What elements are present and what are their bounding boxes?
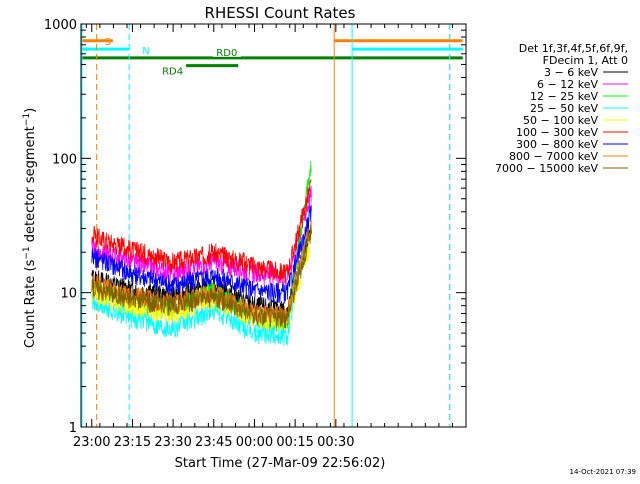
legend-header-line-1: Det 1f,3f,4f,5f,6f,9f,	[519, 42, 628, 55]
axes: 1 10 100 1000 23:00 23:15 23:30 23:45 00:00 00:15…	[44, 18, 467, 450]
legend-label: 100 − 300 keV	[516, 126, 598, 139]
flag-label-bg	[212, 46, 241, 57]
series-line	[91, 205, 312, 304]
y-axis-label-main: Count Rate (s	[23, 259, 38, 348]
y-tick-label: 100	[52, 152, 77, 167]
y-axis-label: Count Rate (s−1 detector segment−1)	[22, 108, 38, 348]
x-tick-label: 23:00	[73, 435, 110, 450]
legend-label: 3 − 6 keV	[544, 66, 598, 79]
legend-label: 7000 − 15000 keV	[495, 162, 598, 175]
legend-label: 12 − 25 keV	[530, 90, 598, 103]
flag-label: S	[105, 37, 111, 48]
flag-label: RD4	[162, 67, 183, 78]
chart-title: RHESSI Count Rates	[205, 4, 356, 22]
plot-frame	[80, 23, 467, 428]
data-series	[91, 160, 312, 347]
series-line	[91, 179, 312, 284]
series-line	[91, 224, 312, 329]
y-tick-label: 1	[69, 421, 77, 436]
y-axis-label-sup-2: −1	[22, 113, 32, 126]
y-tick-label: 10	[60, 287, 77, 302]
x-tick-label: 00:15	[276, 435, 313, 450]
legend-header-line-2: FDecim 1, Att 0	[543, 54, 628, 67]
flag-label: RD0	[216, 48, 237, 59]
x-tick-label: 23:30	[154, 435, 191, 450]
flag-label: N	[142, 46, 149, 57]
x-axis-label: Start Time (27-Mar-09 22:56:02)	[175, 456, 386, 471]
x-tick-label: 23:45	[195, 435, 232, 450]
y-axis-label-end: )	[23, 108, 38, 113]
y-tick-label: 1000	[44, 18, 77, 33]
legend-label: 300 − 800 keV	[516, 138, 598, 151]
legend-label: 6 − 12 keV	[537, 78, 598, 91]
x-tick-label: 00:00	[236, 435, 273, 450]
y-axis-label-mid: detector segment	[23, 126, 38, 246]
y-axis-label-sup-1: −1	[22, 246, 32, 259]
x-tick-label: 23:15	[114, 435, 151, 450]
vertical-markers	[81, 24, 451, 427]
flag-bars: S N RD0 RD4	[81, 37, 463, 78]
legend: Det 1f,3f,4f,5f,6f,9f, FDecim 1, Att 0 3…	[495, 42, 628, 175]
footer-timestamp: 14-Oct-2021 07:39	[570, 468, 636, 476]
series-line	[91, 185, 312, 288]
legend-label: 50 − 100 keV	[523, 114, 598, 127]
x-tick-label: 00:30	[317, 435, 354, 450]
legend-label: 25 − 50 keV	[530, 102, 598, 115]
legend-label: 800 − 7000 keV	[509, 150, 598, 163]
